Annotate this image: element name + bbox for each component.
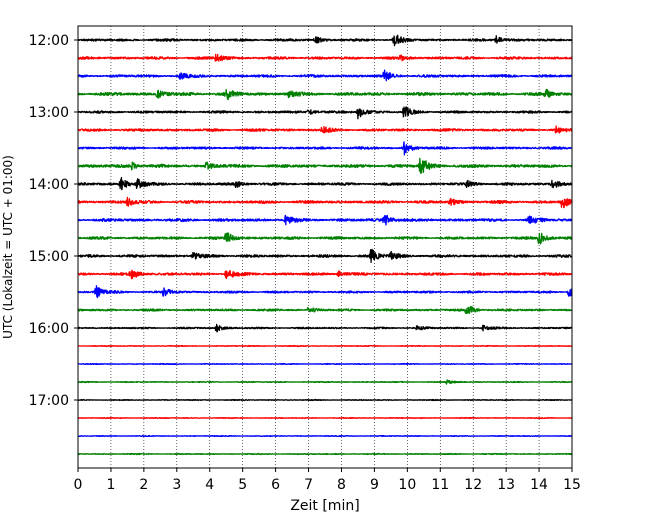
y-axis-label: UTC (Lokalzeit = UTC + 01:00) (1, 155, 15, 339)
y-tick-label: 16:00 (29, 321, 69, 337)
x-tick-label: 5 (238, 477, 247, 493)
trace-line (77, 125, 573, 134)
trace-line (77, 88, 573, 101)
x-tick-label: 13 (497, 477, 515, 493)
x-tick-label: 1 (106, 477, 115, 493)
trace-line (77, 344, 573, 348)
y-tick-label: 12:00 (29, 33, 69, 49)
trace-line (77, 452, 573, 456)
trace-line (77, 285, 573, 299)
trace-line (77, 416, 573, 420)
trace-line (77, 398, 573, 402)
y-axis-ticks: 12:00 13:00 14:00 15:00 16:00 17:00 (29, 33, 78, 409)
trace-line (77, 434, 573, 438)
x-tick-label: 10 (398, 477, 416, 493)
trace-line (77, 305, 573, 315)
trace-line (77, 214, 573, 226)
trace-line (77, 248, 573, 263)
x-tick-label: 8 (337, 477, 346, 493)
x-axis-ticks: 0 1 2 3 4 5 6 7 8 9 10 11 12 13 14 15 (74, 468, 581, 493)
trace-line (77, 69, 573, 82)
plot-frame (77, 25, 573, 469)
x-tick-label: 12 (464, 477, 482, 493)
trace-line (77, 232, 573, 245)
trace-line (77, 34, 573, 47)
trace-line (77, 362, 573, 366)
x-tick-label: 4 (205, 477, 214, 493)
x-tick-label: 9 (370, 477, 379, 493)
x-tick-label: 0 (74, 477, 83, 493)
trace-group (77, 34, 573, 456)
vertical-grid (110, 26, 540, 468)
trace-line (77, 141, 573, 156)
trace-line (77, 196, 573, 209)
trace-line (77, 106, 573, 120)
trace-line (77, 379, 573, 385)
x-tick-label: 6 (271, 477, 280, 493)
x-tick-label: 3 (172, 477, 181, 493)
x-tick-label: 11 (431, 477, 449, 493)
trace-line (77, 53, 573, 62)
x-tick-label: 15 (563, 477, 581, 493)
x-axis-label: Zeit [min] (290, 498, 359, 514)
trace-line (77, 157, 573, 174)
x-tick-label: 14 (530, 477, 548, 493)
trace-line (77, 323, 573, 333)
x-tick-label: 2 (139, 477, 148, 493)
y-tick-label: 15:00 (29, 249, 69, 265)
y-tick-label: 13:00 (29, 105, 69, 121)
x-tick-label: 7 (304, 477, 313, 493)
y-tick-label: 14:00 (29, 177, 69, 193)
trace-line (77, 176, 573, 191)
trace-line (77, 269, 573, 280)
y-tick-label: 17:00 (29, 393, 69, 409)
